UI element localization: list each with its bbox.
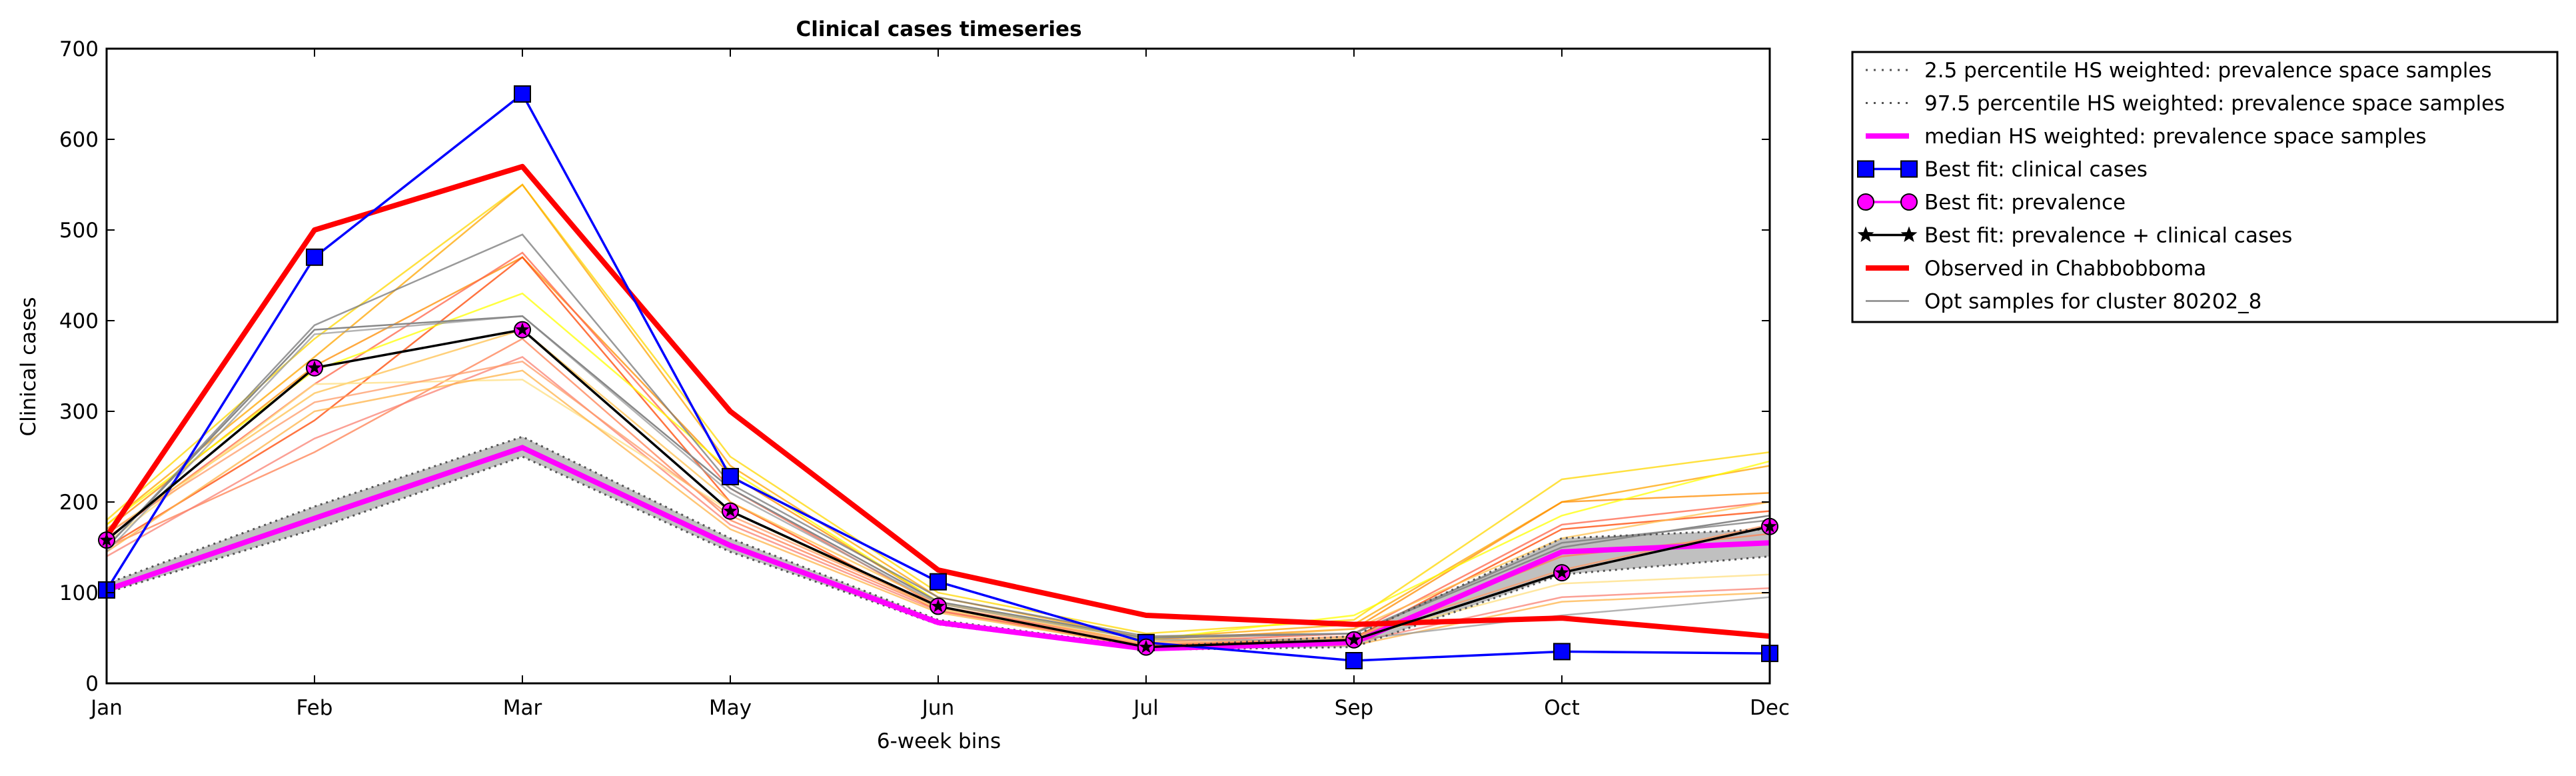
marker-star-jul (1139, 639, 1153, 653)
legend-label: 2.5 percentile HS weighted: prevalence s… (1924, 59, 2492, 83)
x-axis-label: 6-week bins (877, 729, 1001, 753)
marker-square-jun (930, 573, 947, 591)
y-tick-label-600: 600 (59, 128, 99, 152)
legend-item-6: Best fit: prevalence + clinical cases (1857, 224, 2292, 248)
series-line-median (107, 445, 1770, 652)
legend-item-1: 2.5 percentile HS weighted: prevalence s… (1866, 59, 2492, 83)
marker-square-oct (1553, 643, 1571, 661)
marker-square-mar (514, 85, 531, 103)
y-tick-label-300: 300 (59, 400, 99, 424)
marker-star-sep (1347, 632, 1361, 646)
legend-swatch-star-right (1900, 226, 1918, 242)
sample-line-14 (107, 315, 1770, 641)
legend-item-8: Opt samples for cluster 80202_8 (1866, 290, 2261, 314)
x-tick-label-oct: Oct (1544, 696, 1580, 720)
legend-item-7: Observed in Chabbobboma (1866, 257, 2206, 281)
axes-layer: Jan Feb Mar May Jun Jul Sep Oct Dec 0 100 200 300 400… (59, 37, 1790, 720)
chart-title: Clinical cases timeseries (796, 17, 1081, 41)
sample-line-7 (107, 329, 1770, 644)
series-line-percentile-1 (107, 435, 1770, 649)
y-axis-label: Clinical cases (17, 297, 41, 436)
sample-line-13 (107, 233, 1770, 637)
legend-label: Best fit: prevalence + clinical cases (1924, 224, 2292, 248)
legend-item-3: median HS weighted: prevalence space sam… (1866, 125, 2427, 149)
legend-swatch-circle-right (1900, 193, 1918, 211)
legend-item-5: Best fit: prevalence (1857, 191, 2126, 215)
legend-swatch-square-left (1857, 160, 1874, 178)
legend-swatch-circle-left (1857, 193, 1874, 211)
y-tick-label-500: 500 (59, 219, 99, 243)
marker-star-oct (1555, 565, 1569, 579)
y-tick-label-100: 100 (59, 581, 99, 605)
sample-line-1 (107, 183, 1770, 635)
x-tick-label-may: May (709, 696, 752, 720)
y-tick-label-400: 400 (59, 309, 99, 333)
marker-square-feb (306, 248, 323, 266)
legend-label: median HS weighted: prevalence space sam… (1924, 125, 2427, 149)
x-tick-label-jun: Jun (921, 696, 954, 720)
x-tick-label-dec: Dec (1750, 696, 1790, 720)
marker-star-may (723, 503, 738, 517)
legend-label: Best fit: prevalence (1924, 191, 2126, 215)
legend-item-4: Best fit: clinical cases (1857, 158, 2148, 182)
marker-star-jun (931, 599, 946, 613)
legend-box (1851, 51, 2559, 323)
legend-swatch-square-right (1900, 160, 1918, 178)
x-tick-label-feb: Feb (297, 696, 333, 720)
marker-star-feb (307, 360, 322, 374)
legend-label: Opt samples for cluster 80202_8 (1924, 290, 2261, 314)
legend-label: 97.5 percentile HS weighted: prevalence … (1924, 92, 2505, 116)
series-line-observed (107, 163, 1770, 639)
legend-label: Observed in Chabbobboma (1924, 257, 2206, 281)
markers-layer (98, 85, 1778, 669)
marker-star-mar (515, 322, 530, 336)
x-tick-label-jul: Jul (1132, 696, 1158, 720)
legend-swatch-star-left (1857, 226, 1874, 242)
marker-square-sep (1345, 652, 1363, 669)
marker-square-may (722, 467, 739, 485)
legend: 2.5 percentile HS weighted: prevalence s… (1851, 51, 2559, 323)
y-tick-label-700: 700 (59, 37, 99, 61)
x-tick-label-mar: Mar (503, 696, 542, 720)
legend-item-2: 97.5 percentile HS weighted: prevalence … (1866, 92, 2505, 116)
x-tick-label-jan: Jan (89, 696, 123, 720)
legend-label: Best fit: clinical cases (1924, 158, 2148, 182)
x-tick-label-sep: Sep (1335, 696, 1373, 720)
y-tick-label-0: 0 (85, 672, 99, 696)
y-tick-label-200: 200 (59, 491, 99, 515)
